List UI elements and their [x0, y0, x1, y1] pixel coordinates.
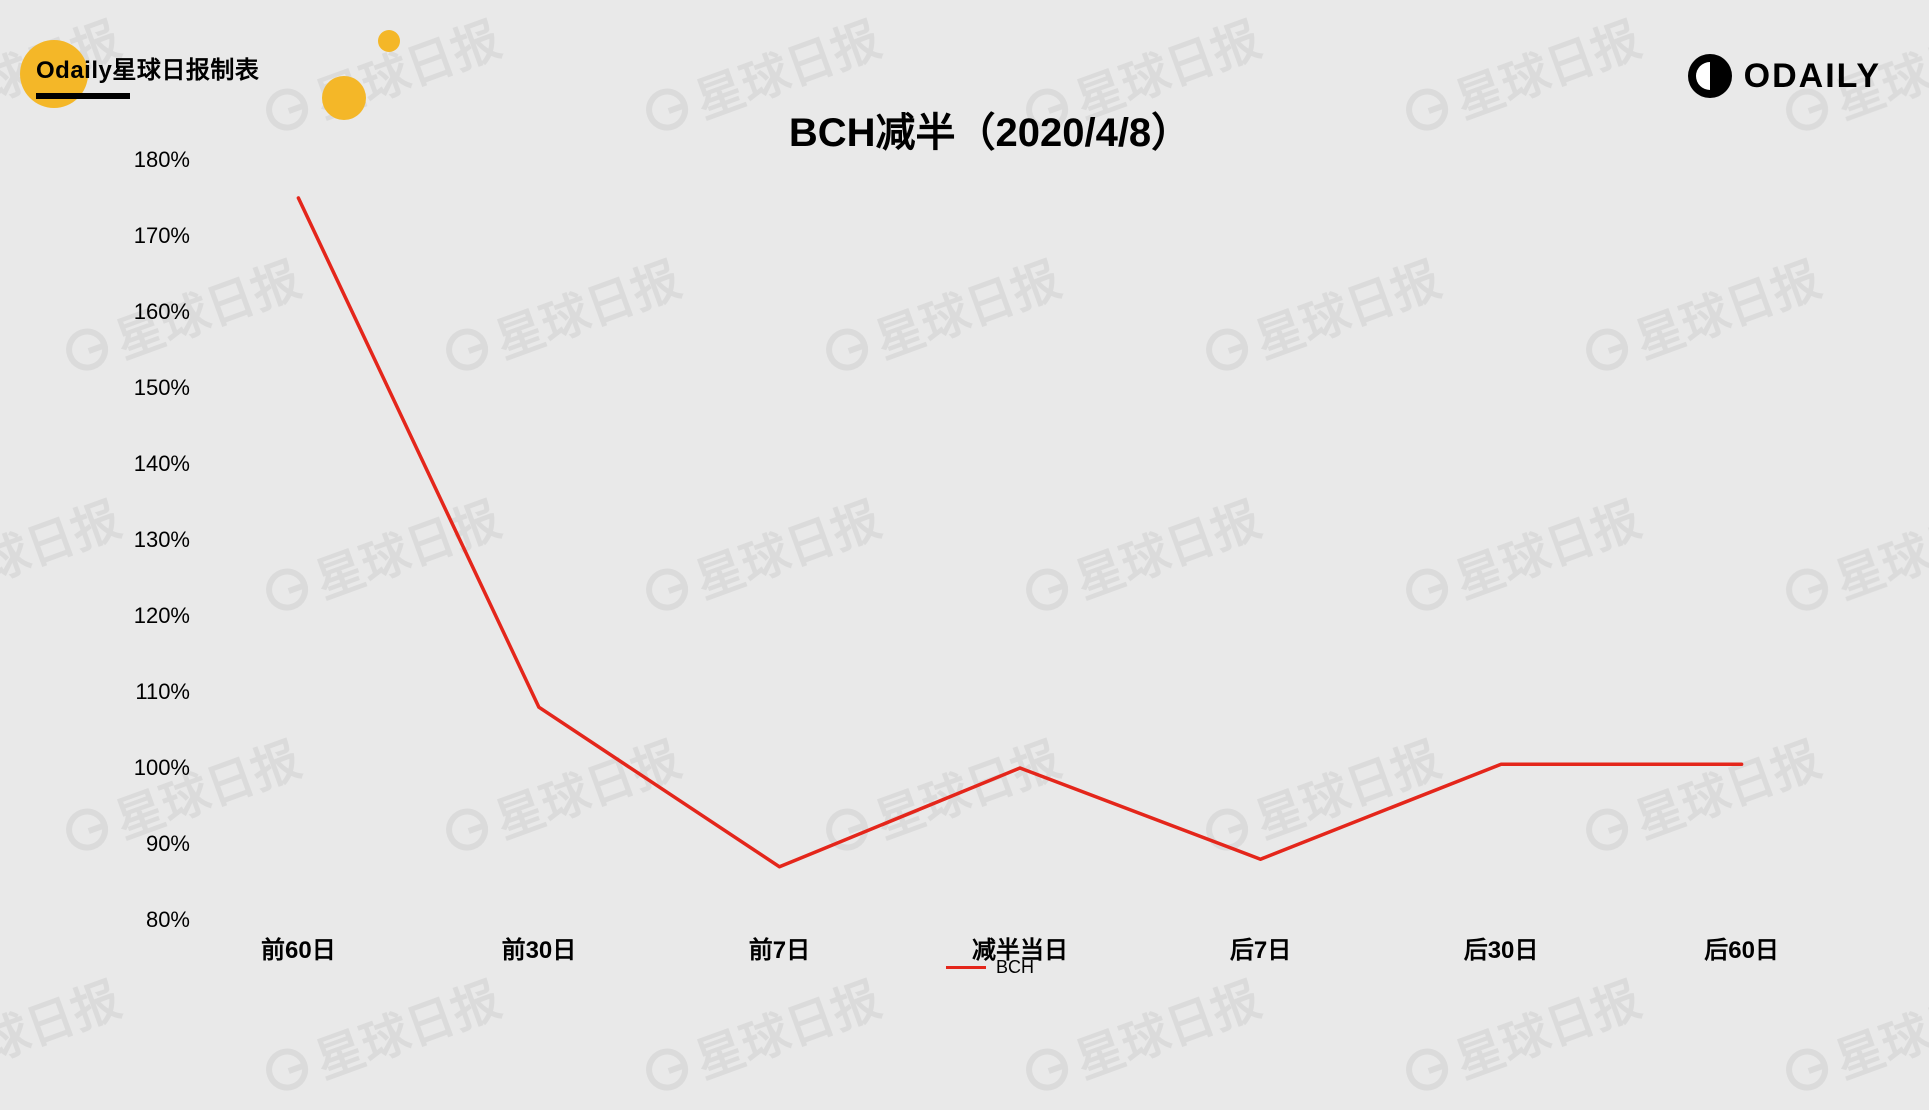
brand-underline [36, 93, 130, 99]
chart-line-svg [200, 160, 1840, 920]
chart-legend: BCH [120, 957, 1860, 978]
brand-top-left: Odaily星球日报制表 [36, 50, 259, 99]
brand-top-right-text: ODAILY [1744, 57, 1881, 96]
brand-top-left-text: Odaily星球日报制表 [36, 50, 259, 85]
y-axis-tick-label: 180% [120, 147, 190, 173]
y-axis-tick-label: 110% [120, 679, 190, 705]
y-axis-tick-label: 170% [120, 223, 190, 249]
y-axis-tick-label: 90% [120, 831, 190, 857]
chart-line-series [298, 198, 1741, 867]
y-axis-tick-label: 80% [120, 907, 190, 933]
chart-title: BCH减半（2020/4/8） [120, 100, 1860, 158]
y-axis-tick-label: 140% [120, 451, 190, 477]
y-axis-tick-label: 100% [120, 755, 190, 781]
y-axis-tick-label: 160% [120, 299, 190, 325]
legend-label: BCH [996, 957, 1034, 978]
odaily-logo-icon [1688, 54, 1732, 98]
chart-plot-area: 80%90%100%110%120%130%140%150%160%170%18… [200, 160, 1840, 920]
brand-top-right: ODAILY [1688, 54, 1881, 98]
y-axis-tick-label: 130% [120, 527, 190, 553]
accent-dot-medium-icon [322, 76, 366, 120]
accent-dot-small-icon [378, 30, 400, 52]
legend-swatch-icon [946, 966, 986, 969]
chart-container: BCH减半（2020/4/8） 80%90%100%110%120%130%14… [120, 90, 1860, 990]
y-axis-tick-label: 150% [120, 375, 190, 401]
y-axis-tick-label: 120% [120, 603, 190, 629]
